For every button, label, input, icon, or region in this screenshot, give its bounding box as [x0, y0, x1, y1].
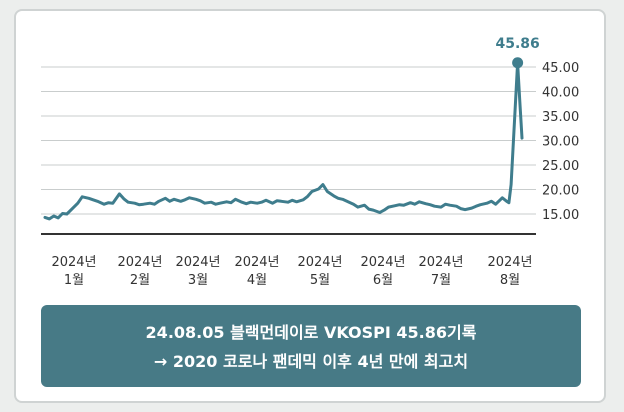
x-tick-month: 5월 [310, 273, 330, 288]
x-tick-year: 2024년 [487, 255, 532, 270]
x-tick-month: 3월 [188, 273, 208, 288]
peak-marker [512, 57, 524, 69]
x-tick-year: 2024년 [297, 255, 342, 270]
x-tick-year: 2024년 [51, 255, 96, 270]
y-tick-label: 15.00 [542, 208, 579, 223]
y-tick-label: 25.00 [542, 159, 579, 174]
caption-line-2: → 2020 코로나 팬데믹 이후 4년 만에 최고치 [153, 352, 469, 371]
x-tick-month: 6월 [373, 273, 393, 288]
x-tick-month: 8월 [500, 273, 520, 288]
x-tick-month: 2월 [130, 273, 150, 288]
x-tick-month: 7월 [431, 273, 451, 288]
grid-lines [41, 66, 536, 235]
y-tick-label: 30.00 [542, 135, 579, 150]
x-tick-year: 2024년 [117, 255, 162, 270]
x-tick-year: 2024년 [175, 255, 220, 270]
peak-value-label: 45.86 [495, 36, 539, 52]
y-axis-ticks: 15.00 20.00 25.00 30.00 35.00 40.00 45.00 [542, 61, 579, 223]
x-tick-year: 2024년 [360, 255, 405, 270]
series-layer [43, 61, 524, 221]
y-tick-label: 45.00 [542, 61, 579, 76]
x-tick-year: 2024년 [418, 255, 463, 270]
caption-line-1: 24.08.05 블랙먼데이로 VKOSPI 45.86기록 [145, 323, 477, 342]
caption-box: 24.08.05 블랙먼데이로 VKOSPI 45.86기록 → 2020 코로… [41, 305, 581, 387]
y-tick-label: 40.00 [542, 86, 579, 101]
x-tick-month: 4월 [247, 273, 267, 288]
y-tick-label: 35.00 [542, 110, 579, 125]
annotation-layer: 45.86 [495, 36, 540, 69]
x-tick-month: 1월 [64, 273, 84, 288]
series-line [43, 61, 524, 221]
x-axis-labels: 2024년 1월 2024년 2월 2024년 3월 2024년 4월 2024년 5월 2024년… [51, 255, 532, 288]
y-tick-label: 20.00 [542, 184, 579, 199]
x-tick-year: 2024년 [234, 255, 279, 270]
